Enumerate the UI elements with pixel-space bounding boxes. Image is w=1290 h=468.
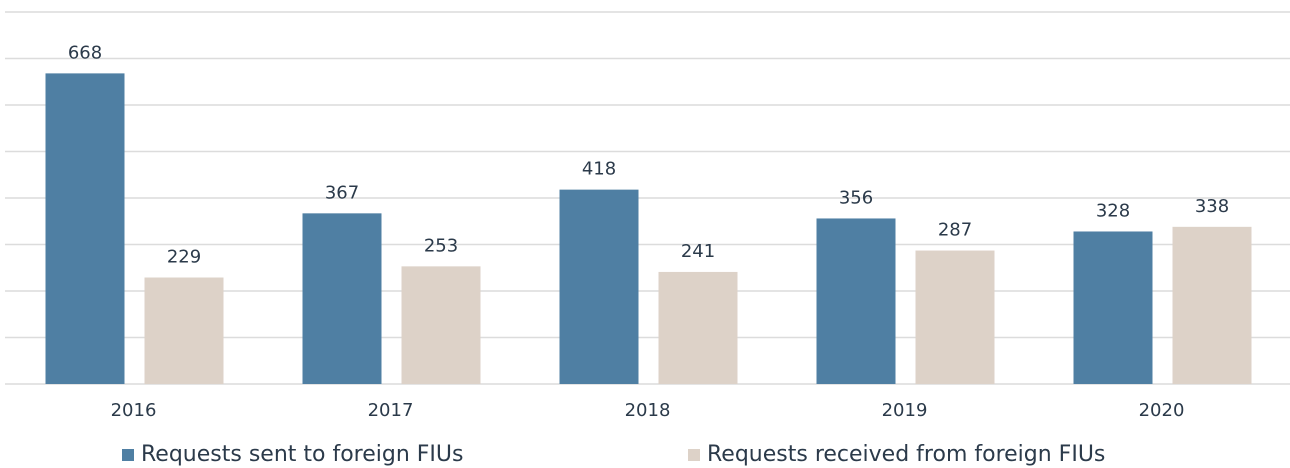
x-tick-label: 2019 — [882, 400, 928, 421]
bar — [401, 266, 481, 384]
x-tick-label: 2018 — [625, 400, 671, 421]
bar — [559, 189, 639, 384]
value-label: 356 — [839, 187, 873, 208]
value-label: 241 — [681, 241, 715, 262]
bar — [45, 73, 125, 384]
x-tick-label: 2016 — [111, 400, 157, 421]
legend-label: Requests sent to foreign FIUs — [141, 442, 463, 467]
bar — [915, 250, 995, 384]
x-tick-label: 2020 — [1139, 400, 1185, 421]
legend-label: Requests received from foreign FIUs — [707, 442, 1105, 467]
value-label: 418 — [582, 159, 616, 180]
bar — [658, 271, 738, 384]
bar — [1172, 226, 1252, 384]
value-label: 328 — [1096, 200, 1130, 221]
bar — [1073, 231, 1153, 384]
bar — [302, 213, 382, 384]
value-label: 287 — [938, 220, 972, 241]
legend-swatch — [688, 449, 700, 461]
value-label: 367 — [325, 182, 359, 203]
value-label: 668 — [68, 42, 102, 63]
value-label: 253 — [424, 235, 458, 256]
value-label: 338 — [1195, 196, 1229, 217]
legend-swatch — [122, 449, 134, 461]
bar — [144, 277, 224, 384]
value-label: 229 — [167, 247, 201, 268]
x-tick-label: 2017 — [368, 400, 414, 421]
bar — [816, 218, 896, 384]
